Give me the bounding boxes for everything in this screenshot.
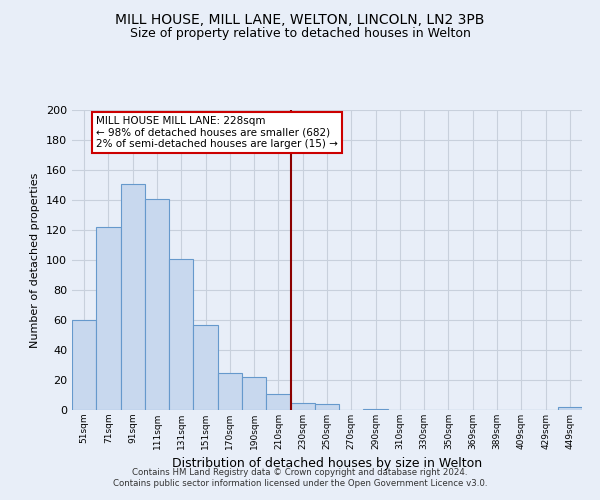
X-axis label: Distribution of detached houses by size in Welton: Distribution of detached houses by size … [172, 458, 482, 470]
Bar [72, 320, 96, 410]
Text: MILL HOUSE MILL LANE: 228sqm
← 98% of detached houses are smaller (682)
2% of se: MILL HOUSE MILL LANE: 228sqm ← 98% of de… [96, 116, 338, 149]
Bar [193, 324, 218, 410]
Text: MILL HOUSE, MILL LANE, WELTON, LINCOLN, LN2 3PB: MILL HOUSE, MILL LANE, WELTON, LINCOLN, … [115, 12, 485, 26]
Bar [266, 394, 290, 410]
Bar [145, 198, 169, 410]
Bar [121, 184, 145, 410]
Bar [96, 227, 121, 410]
Bar [169, 258, 193, 410]
Bar [315, 404, 339, 410]
Y-axis label: Number of detached properties: Number of detached properties [31, 172, 40, 348]
Bar [218, 372, 242, 410]
Bar [242, 377, 266, 410]
Text: Size of property relative to detached houses in Welton: Size of property relative to detached ho… [130, 28, 470, 40]
Text: Contains HM Land Registry data © Crown copyright and database right 2024.
Contai: Contains HM Land Registry data © Crown c… [113, 468, 487, 487]
Bar [558, 407, 582, 410]
Bar [364, 408, 388, 410]
Bar [290, 402, 315, 410]
